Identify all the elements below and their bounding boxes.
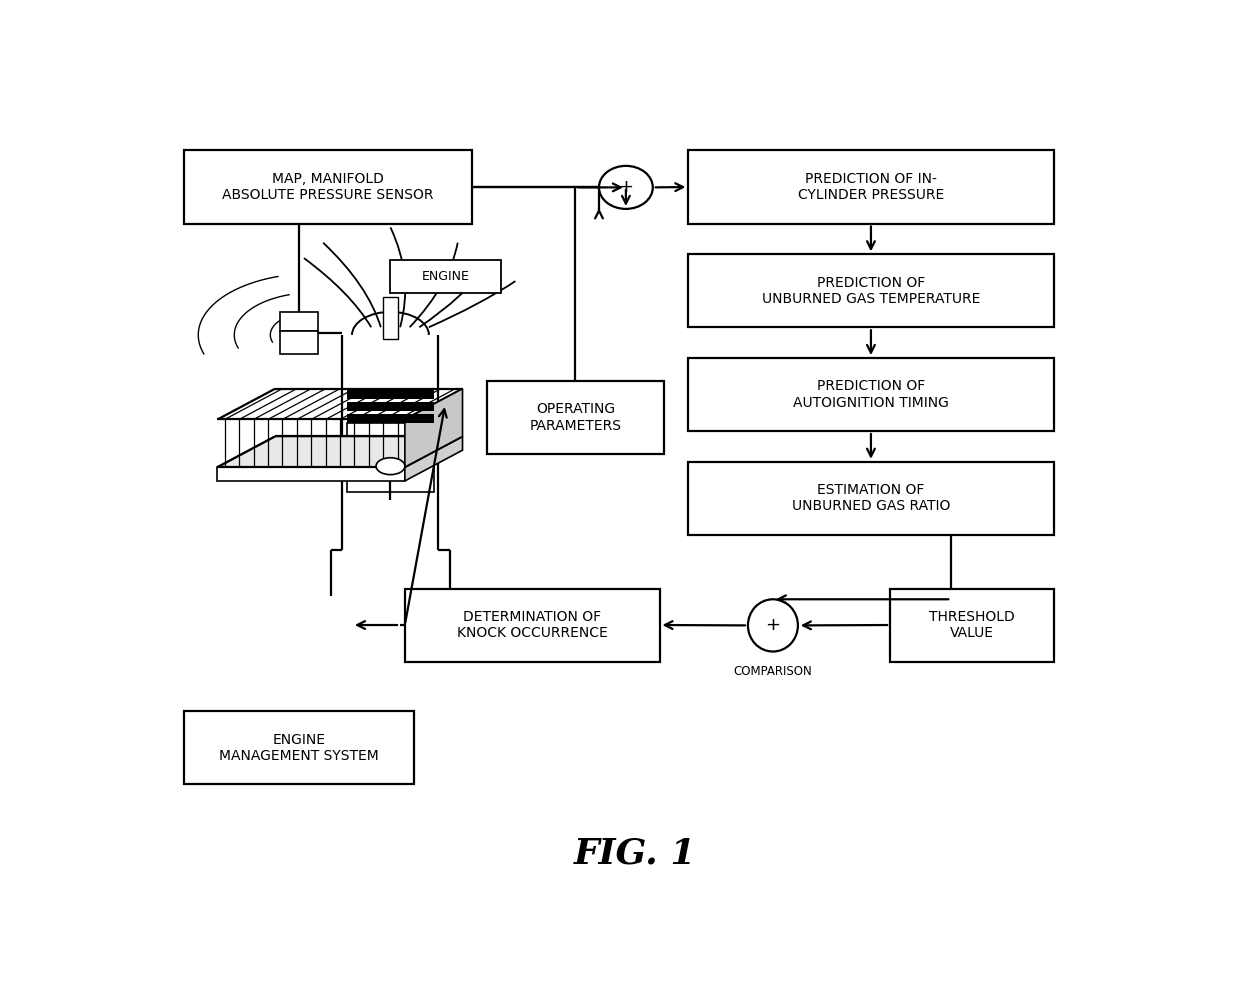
Text: PREDICTION OF
AUTOIGNITION TIMING: PREDICTION OF AUTOIGNITION TIMING [794,379,949,409]
Ellipse shape [376,458,405,475]
FancyBboxPatch shape [688,151,1054,224]
FancyBboxPatch shape [383,296,398,338]
Text: DETERMINATION OF
KNOCK OCCURRENCE: DETERMINATION OF KNOCK OCCURRENCE [456,610,608,640]
FancyBboxPatch shape [280,312,319,331]
FancyBboxPatch shape [347,423,434,492]
FancyBboxPatch shape [486,381,665,454]
Polygon shape [404,388,463,467]
Text: +: + [619,179,634,197]
FancyBboxPatch shape [184,151,472,224]
FancyBboxPatch shape [688,358,1054,431]
Polygon shape [404,436,463,481]
FancyBboxPatch shape [404,589,660,662]
FancyBboxPatch shape [890,589,1054,662]
FancyBboxPatch shape [688,462,1054,535]
Text: MAP, MANIFOLD
ABSOLUTE PRESSURE SENSOR: MAP, MANIFOLD ABSOLUTE PRESSURE SENSOR [222,172,434,203]
Polygon shape [217,436,463,467]
FancyBboxPatch shape [347,389,434,399]
FancyBboxPatch shape [688,254,1054,327]
Text: COMPARISON: COMPARISON [734,666,812,679]
Text: ENGINE
MANAGEMENT SYSTEM: ENGINE MANAGEMENT SYSTEM [219,733,379,763]
FancyBboxPatch shape [347,402,434,411]
Text: ENGINE: ENGINE [422,270,470,283]
Text: PREDICTION OF IN-
CYLINDER PRESSURE: PREDICTION OF IN- CYLINDER PRESSURE [797,172,944,203]
Text: ESTIMATION OF
UNBURNED GAS RATIO: ESTIMATION OF UNBURNED GAS RATIO [792,483,950,513]
FancyBboxPatch shape [280,331,319,354]
Ellipse shape [748,599,797,652]
FancyBboxPatch shape [391,260,501,292]
Ellipse shape [599,166,652,209]
Text: FIG. 1: FIG. 1 [574,836,697,870]
FancyBboxPatch shape [347,414,434,423]
Text: THRESHOLD
VALUE: THRESHOLD VALUE [929,610,1014,640]
Polygon shape [217,467,404,481]
FancyBboxPatch shape [184,712,414,784]
Text: +: + [765,617,780,635]
Text: PREDICTION OF
UNBURNED GAS TEMPERATURE: PREDICTION OF UNBURNED GAS TEMPERATURE [761,275,980,305]
Text: OPERATING
PARAMETERS: OPERATING PARAMETERS [529,402,621,433]
